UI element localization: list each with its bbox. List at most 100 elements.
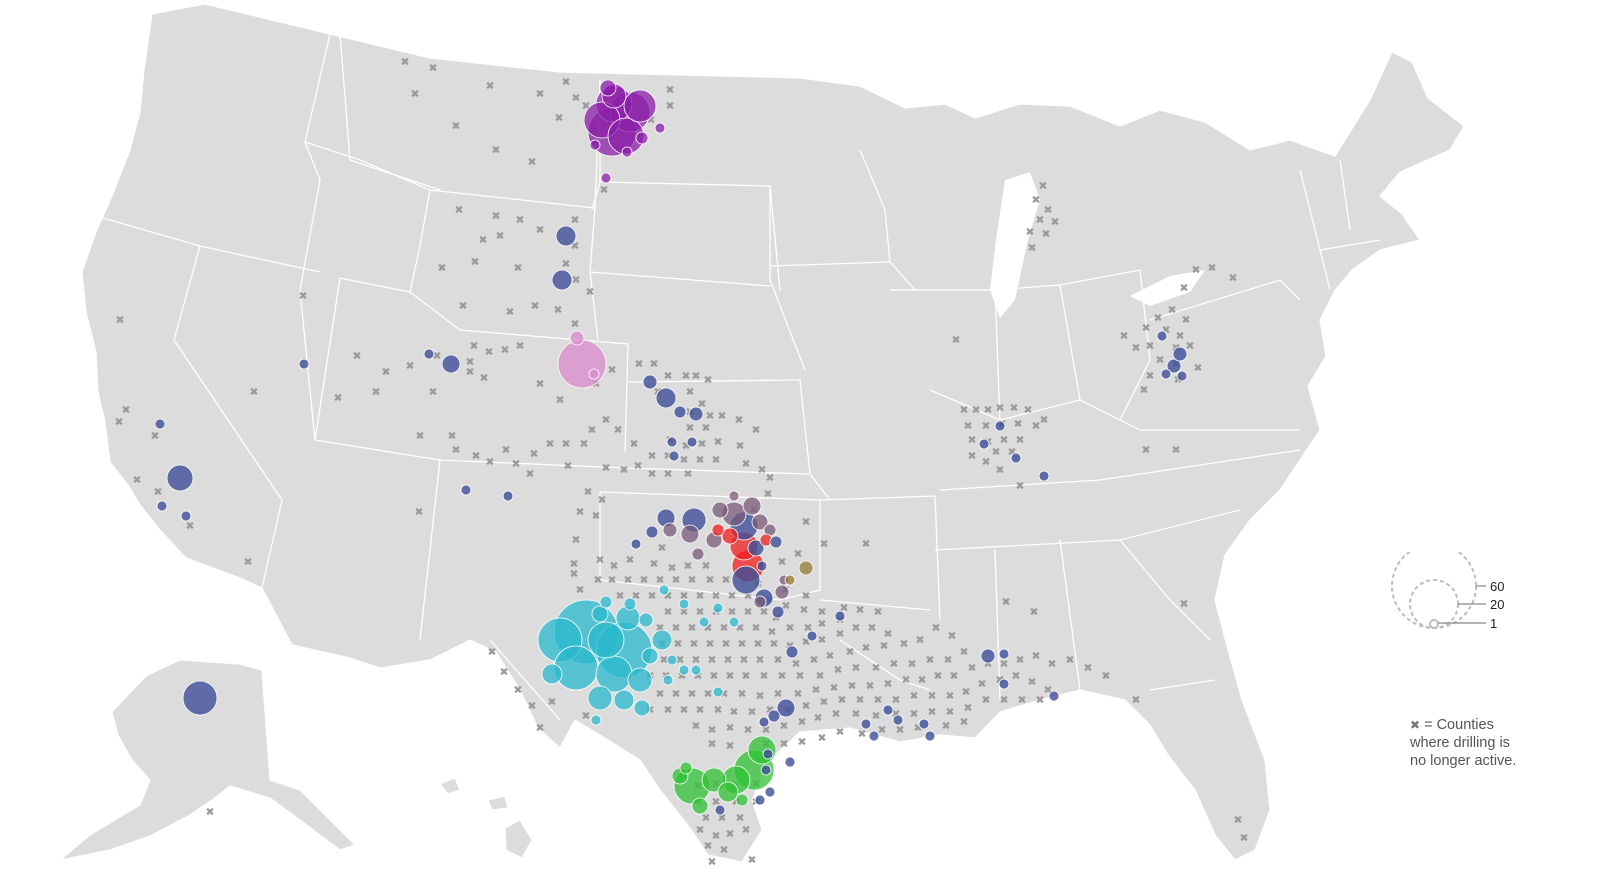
inactive-county-cross: ✖ bbox=[647, 450, 656, 463]
inactive-county-cross: ✖ bbox=[719, 688, 728, 701]
inactive-county-cross: ✖ bbox=[1171, 444, 1180, 457]
rig-bubble-niobrara bbox=[569, 330, 585, 346]
inactive-county-cross: ✖ bbox=[803, 622, 812, 635]
rig-bubble-other bbox=[156, 500, 168, 512]
inactive-county-cross: ✖ bbox=[925, 654, 934, 667]
rig-bubble-other bbox=[1048, 690, 1060, 702]
inactive-county-cross: ✖ bbox=[991, 446, 1000, 459]
inactive-county-cross: ✖ bbox=[679, 590, 688, 603]
rig-bubble-other bbox=[1176, 370, 1188, 382]
inactive-county-cross: ✖ bbox=[1131, 694, 1140, 707]
inactive-county-cross: ✖ bbox=[891, 694, 900, 707]
alaska-landmass bbox=[59, 659, 356, 861]
inactive-county-cross: ✖ bbox=[1038, 180, 1047, 193]
rig-bubble-other bbox=[924, 730, 936, 742]
inactive-county-cross: ✖ bbox=[1145, 370, 1154, 383]
inactive-county-cross: ✖ bbox=[545, 438, 554, 451]
rig-bubble-anadarko bbox=[680, 524, 700, 544]
inactive-county-cross: ✖ bbox=[927, 690, 936, 703]
inactive-county-cross: ✖ bbox=[1233, 814, 1242, 827]
inactive-county-cross: ✖ bbox=[1207, 262, 1216, 275]
inactive-county-cross: ✖ bbox=[513, 262, 522, 275]
inactive-county-cross: ✖ bbox=[895, 724, 904, 737]
rig-bubble-permian bbox=[599, 595, 613, 609]
inactive-county-cross: ✖ bbox=[132, 474, 141, 487]
inactive-county-cross: ✖ bbox=[687, 574, 696, 587]
inactive-county-cross: ✖ bbox=[801, 590, 810, 603]
inactive-county-cross: ✖ bbox=[470, 256, 479, 269]
inactive-county-cross: ✖ bbox=[1173, 374, 1182, 387]
inactive-county-cross: ✖ bbox=[1009, 402, 1018, 415]
inactive-county-cross: ✖ bbox=[981, 694, 990, 707]
inactive-county-cross: ✖ bbox=[719, 844, 728, 857]
rig-bubble-permian bbox=[553, 645, 599, 691]
inactive-county-cross: ✖ bbox=[753, 638, 762, 651]
inactive-county-cross: ✖ bbox=[619, 464, 628, 477]
inactive-county-cross: ✖ bbox=[593, 574, 602, 587]
inactive-county-cross: ✖ bbox=[1185, 340, 1194, 353]
great-lakes-notch bbox=[990, 172, 1040, 318]
inactive-county-cross: ✖ bbox=[727, 590, 736, 603]
rig-bubble-permian bbox=[623, 597, 637, 611]
rig-bubble-other bbox=[892, 714, 904, 726]
inactive-county-cross: ✖ bbox=[1139, 384, 1148, 397]
inactive-county-cross: ✖ bbox=[721, 574, 730, 587]
inactive-county-cross: ✖ bbox=[793, 688, 802, 701]
inactive-county-cross: ✖ bbox=[811, 684, 820, 697]
rig-bubble-permian bbox=[698, 616, 710, 628]
inactive-county-cross: ✖ bbox=[817, 618, 826, 631]
inactive-county-cross: ✖ bbox=[815, 670, 824, 683]
inactive-county-cross: ✖ bbox=[571, 274, 580, 287]
inactive-county-cross: ✖ bbox=[801, 700, 810, 713]
rig-bubble-other bbox=[756, 560, 768, 572]
inactive-county-cross: ✖ bbox=[491, 210, 500, 223]
inactive-county-cross: ✖ bbox=[1179, 282, 1188, 295]
inactive-county-cross: ✖ bbox=[675, 654, 684, 667]
rig-bubble-other bbox=[998, 648, 1010, 660]
inactive-county-cross: ✖ bbox=[977, 678, 986, 691]
inactive-county-cross: ✖ bbox=[405, 360, 414, 373]
inactive-county-cross: ✖ bbox=[1119, 330, 1128, 343]
inactive-county-cross: ✖ bbox=[1179, 598, 1188, 611]
inactive-county-cross: ✖ bbox=[687, 688, 696, 701]
rig-bubble-other bbox=[1160, 368, 1172, 380]
inactive-county-cross: ✖ bbox=[1065, 654, 1074, 667]
rig-bubble-other bbox=[688, 406, 704, 422]
inactive-county-cross: ✖ bbox=[500, 344, 509, 357]
rig-bubble-anadarko bbox=[774, 584, 790, 600]
rig-bubble-other bbox=[714, 804, 726, 816]
inactive-county-cross: ✖ bbox=[595, 554, 604, 567]
inactive-county-cross: ✖ bbox=[569, 558, 578, 571]
inactive-county-cross: ✖ bbox=[298, 290, 307, 303]
inactive-county-cross: ✖ bbox=[691, 654, 700, 667]
inactive-county-cross: ✖ bbox=[527, 700, 536, 713]
inactive-county-cross: ✖ bbox=[649, 558, 658, 571]
inactive-county-cross: ✖ bbox=[713, 436, 722, 449]
inactive-county-cross: ✖ bbox=[851, 708, 860, 721]
rig-bubble-other bbox=[180, 510, 192, 522]
inactive-county-cross: ✖ bbox=[1001, 596, 1010, 609]
inactive-county-cross: ✖ bbox=[757, 464, 766, 477]
inactive-county-cross: ✖ bbox=[613, 424, 622, 437]
inactive-county-cross: ✖ bbox=[983, 404, 992, 417]
inactive-county-cross: ✖ bbox=[995, 402, 1004, 415]
inactive-county-cross: ✖ bbox=[437, 262, 446, 275]
inactive-county-cross: ✖ bbox=[861, 642, 870, 655]
inactive-county-cross: ✖ bbox=[1083, 662, 1092, 675]
inactive-county-cross: ✖ bbox=[428, 386, 437, 399]
rig-bubble-other bbox=[868, 730, 880, 742]
inactive-county-cross: ✖ bbox=[1031, 650, 1040, 663]
inactive-county-cross: ✖ bbox=[899, 638, 908, 651]
inactive-county-cross: ✖ bbox=[877, 724, 886, 737]
size-legend-circle-1 bbox=[1429, 619, 1439, 629]
inactive-county-cross: ✖ bbox=[679, 704, 688, 717]
rig-bubble-other bbox=[1156, 330, 1168, 342]
rig-bubble-other bbox=[555, 225, 577, 247]
inactive-county-cross: ✖ bbox=[1013, 418, 1022, 431]
inactive-county-cross: ✖ bbox=[963, 420, 972, 433]
inactive-county-cross: ✖ bbox=[657, 542, 666, 555]
rig-bubble-bakken bbox=[589, 139, 601, 151]
inactive-county-cross: ✖ bbox=[535, 88, 544, 101]
rig-bubble-other bbox=[551, 269, 573, 291]
rig-bubble-other bbox=[645, 525, 659, 539]
